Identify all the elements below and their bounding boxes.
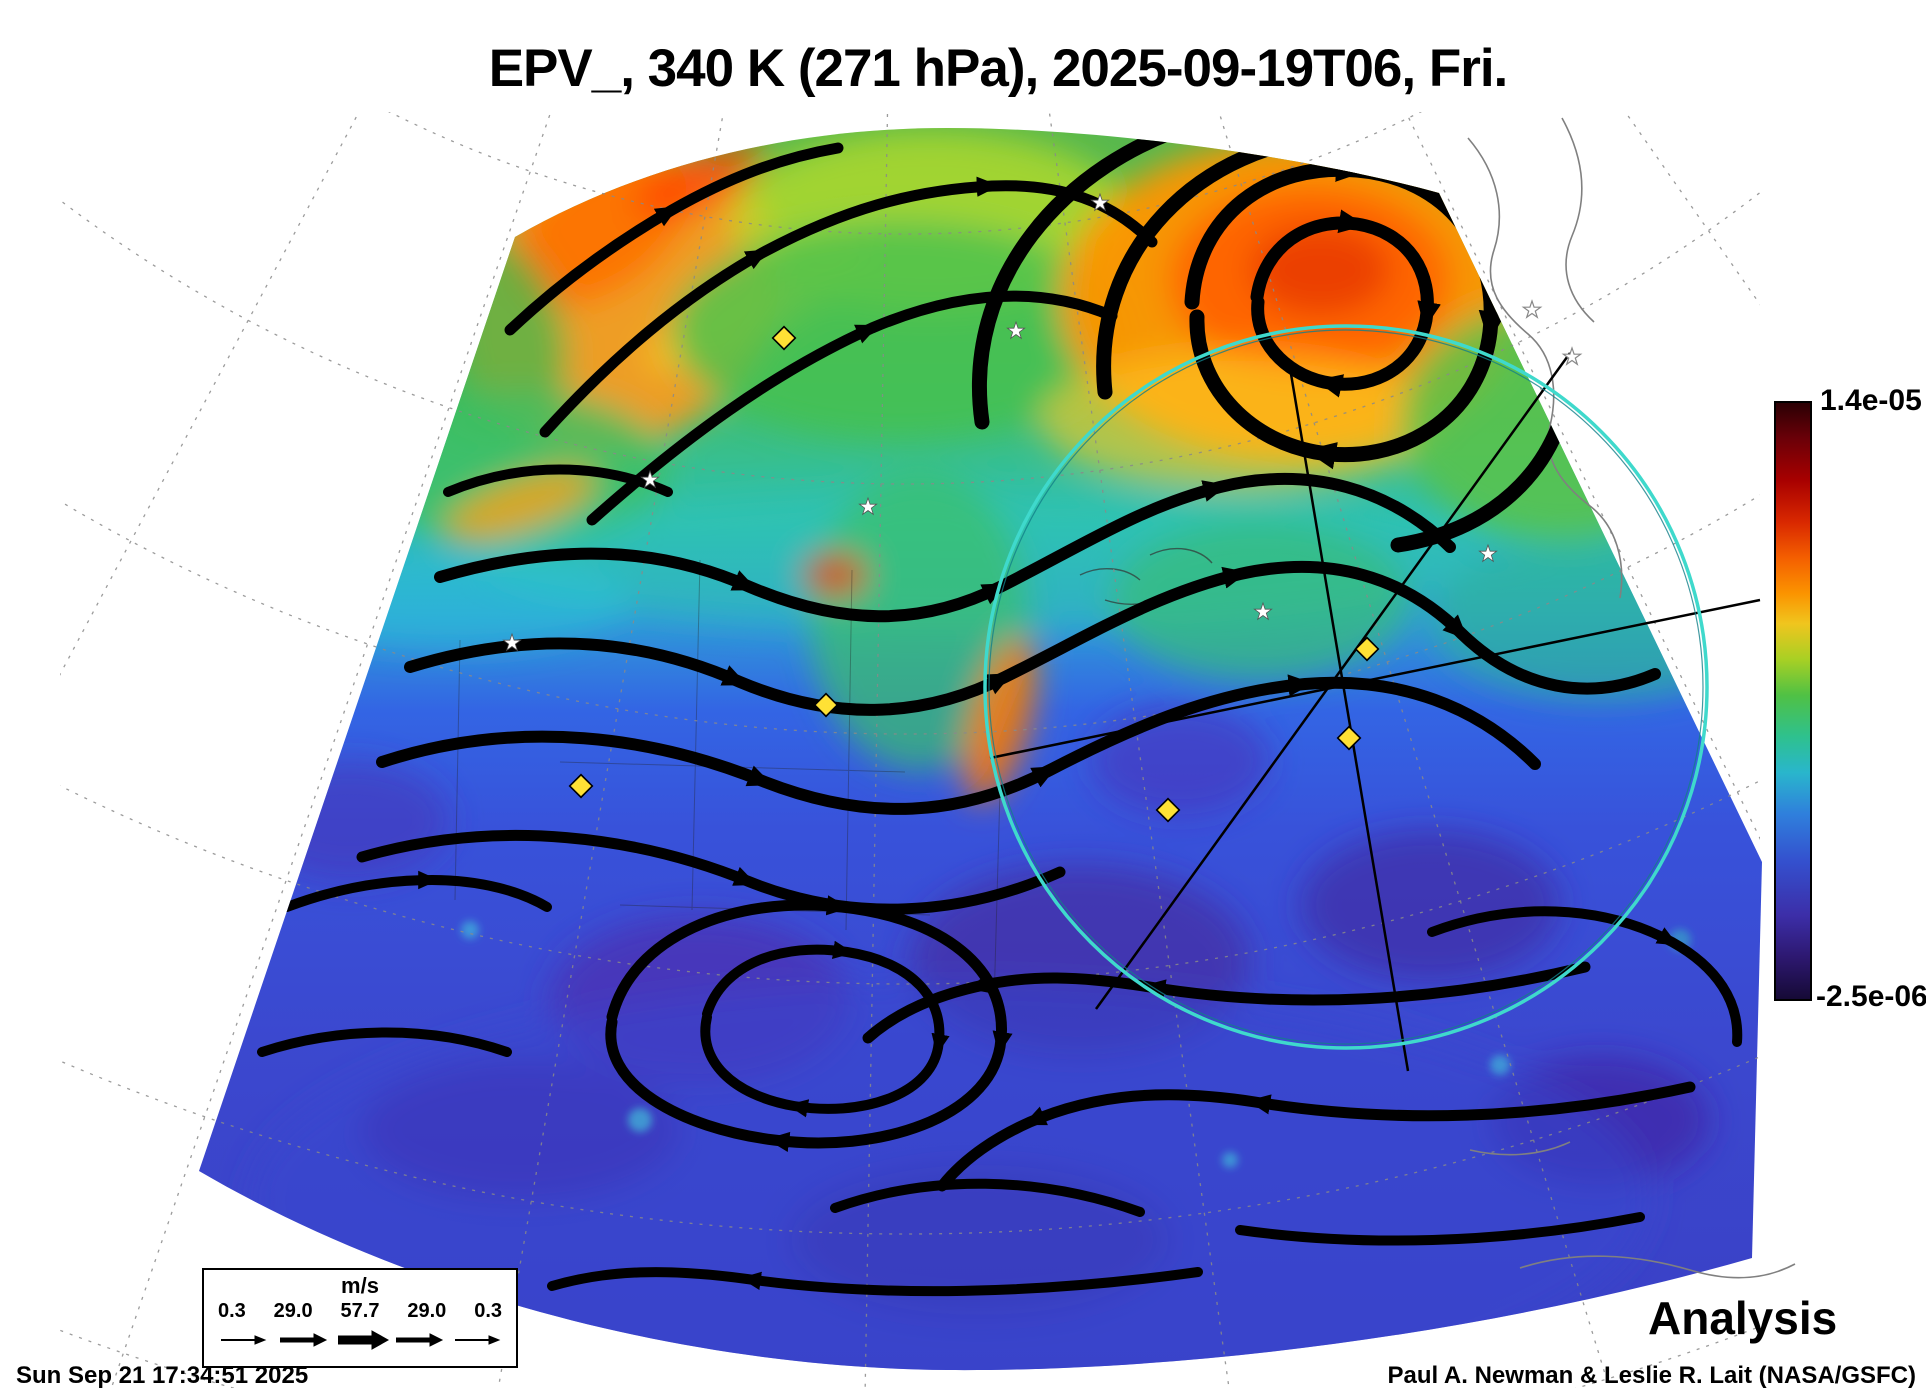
wind-legend-value: 29.0	[407, 1300, 447, 1322]
analysis-label: Analysis	[1648, 1292, 1838, 1344]
wind-legend-arrows	[221, 1330, 501, 1350]
credit-line: Paul A. Newman & Leslie R. Lait (NASA/GS…	[1387, 1362, 1916, 1389]
colorbar-max-label: 1.4e-05	[1820, 384, 1922, 417]
wind-legend-value: 0.3	[217, 1300, 246, 1322]
colorbar	[1774, 401, 1812, 1001]
epv-field	[199, 128, 1762, 1371]
wind-legend-value: 57.7	[340, 1300, 380, 1322]
outline-star-markers	[1522, 300, 1582, 365]
wind-legend-unit: m/s	[341, 1273, 379, 1298]
bearing-lines	[989, 352, 1761, 1072]
colorbar-min-label: -2.5e-06	[1816, 980, 1926, 1013]
plot-title: EPV_, 340 K (271 hPa), 2025-09-19T06, Fr…	[488, 39, 1509, 98]
wind-legend-value: 29.0	[273, 1300, 313, 1322]
wind-legend-value: 0.3	[474, 1300, 503, 1322]
range-circle	[983, 324, 1709, 1050]
streamlines	[257, 128, 1743, 1297]
station-diamond-markers	[568, 325, 1380, 823]
wind-speed-legend: m/s 0.3 29.0 57.7 29.0 0.3	[202, 1268, 518, 1368]
wind-legend-values: 0.3 29.0 57.7 29.0 0.3	[204, 1300, 516, 1323]
